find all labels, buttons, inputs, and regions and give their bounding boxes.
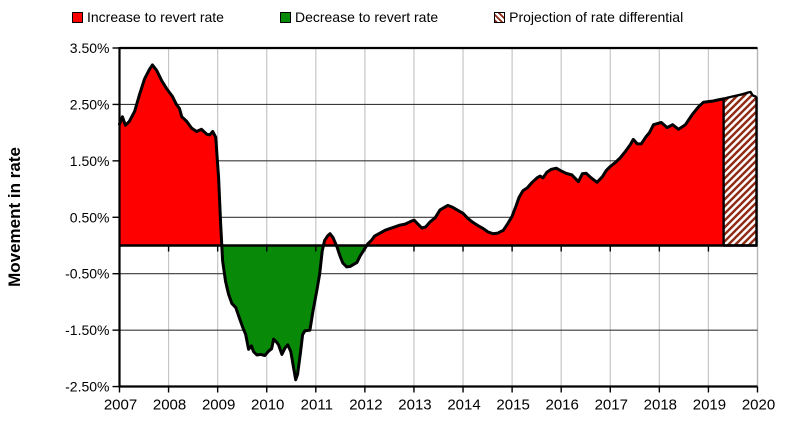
legend-item-increase-to-revert-rate: Increase to revert rate xyxy=(72,9,224,25)
hatch-swatch-icon xyxy=(494,11,506,23)
x-tick-label: 2018 xyxy=(644,397,677,414)
x-tick-label: 2007 xyxy=(104,397,137,414)
color-swatch-icon xyxy=(279,11,291,23)
color-swatch-icon xyxy=(72,11,83,23)
x-tick-label: 2016 xyxy=(546,397,579,414)
x-tick-label: 2008 xyxy=(153,397,186,414)
y-axis-title: Movement in rate xyxy=(5,147,24,287)
increase-area xyxy=(119,64,724,246)
legend-label: Increase to revert rate xyxy=(87,9,224,25)
x-tick-label: 2015 xyxy=(496,397,529,414)
y-tick-label: 0.50% xyxy=(70,209,110,225)
x-tick-label: 2014 xyxy=(447,397,480,414)
rate-line xyxy=(118,63,726,382)
y-tick-label: 2.50% xyxy=(70,96,110,112)
x-tick-label: 2017 xyxy=(595,397,628,414)
legend-item-decrease-to-revert-rate: Decrease to revert rate xyxy=(279,9,439,25)
decrease-area xyxy=(119,245,724,380)
y-tick-label: -0.50% xyxy=(65,266,109,282)
legend-label: Decrease to revert rate xyxy=(294,9,439,25)
projection-area xyxy=(722,90,758,247)
y-tick-label: -1.50% xyxy=(65,322,109,338)
x-tick-label: 2010 xyxy=(251,397,284,414)
x-tick-label: 2009 xyxy=(202,397,235,414)
x-tick-label: 2019 xyxy=(693,397,726,414)
legend: Increase to revert rate Decrease to rever… xyxy=(72,9,683,25)
x-tick-label: 2012 xyxy=(349,397,382,414)
x-tick-label: 2013 xyxy=(398,397,431,414)
x-tick-label: 2011 xyxy=(301,397,333,414)
y-tick-label: 3.50% xyxy=(70,40,110,56)
x-tick-label: 2020 xyxy=(742,397,775,414)
y-tick-label: -2.50% xyxy=(65,379,109,395)
y-tick-label: 1.50% xyxy=(70,153,110,169)
legend-label: Projection of rate differential xyxy=(509,9,684,25)
legend-item-projection-of-rate-differential: Projection of rate differential xyxy=(494,9,683,25)
